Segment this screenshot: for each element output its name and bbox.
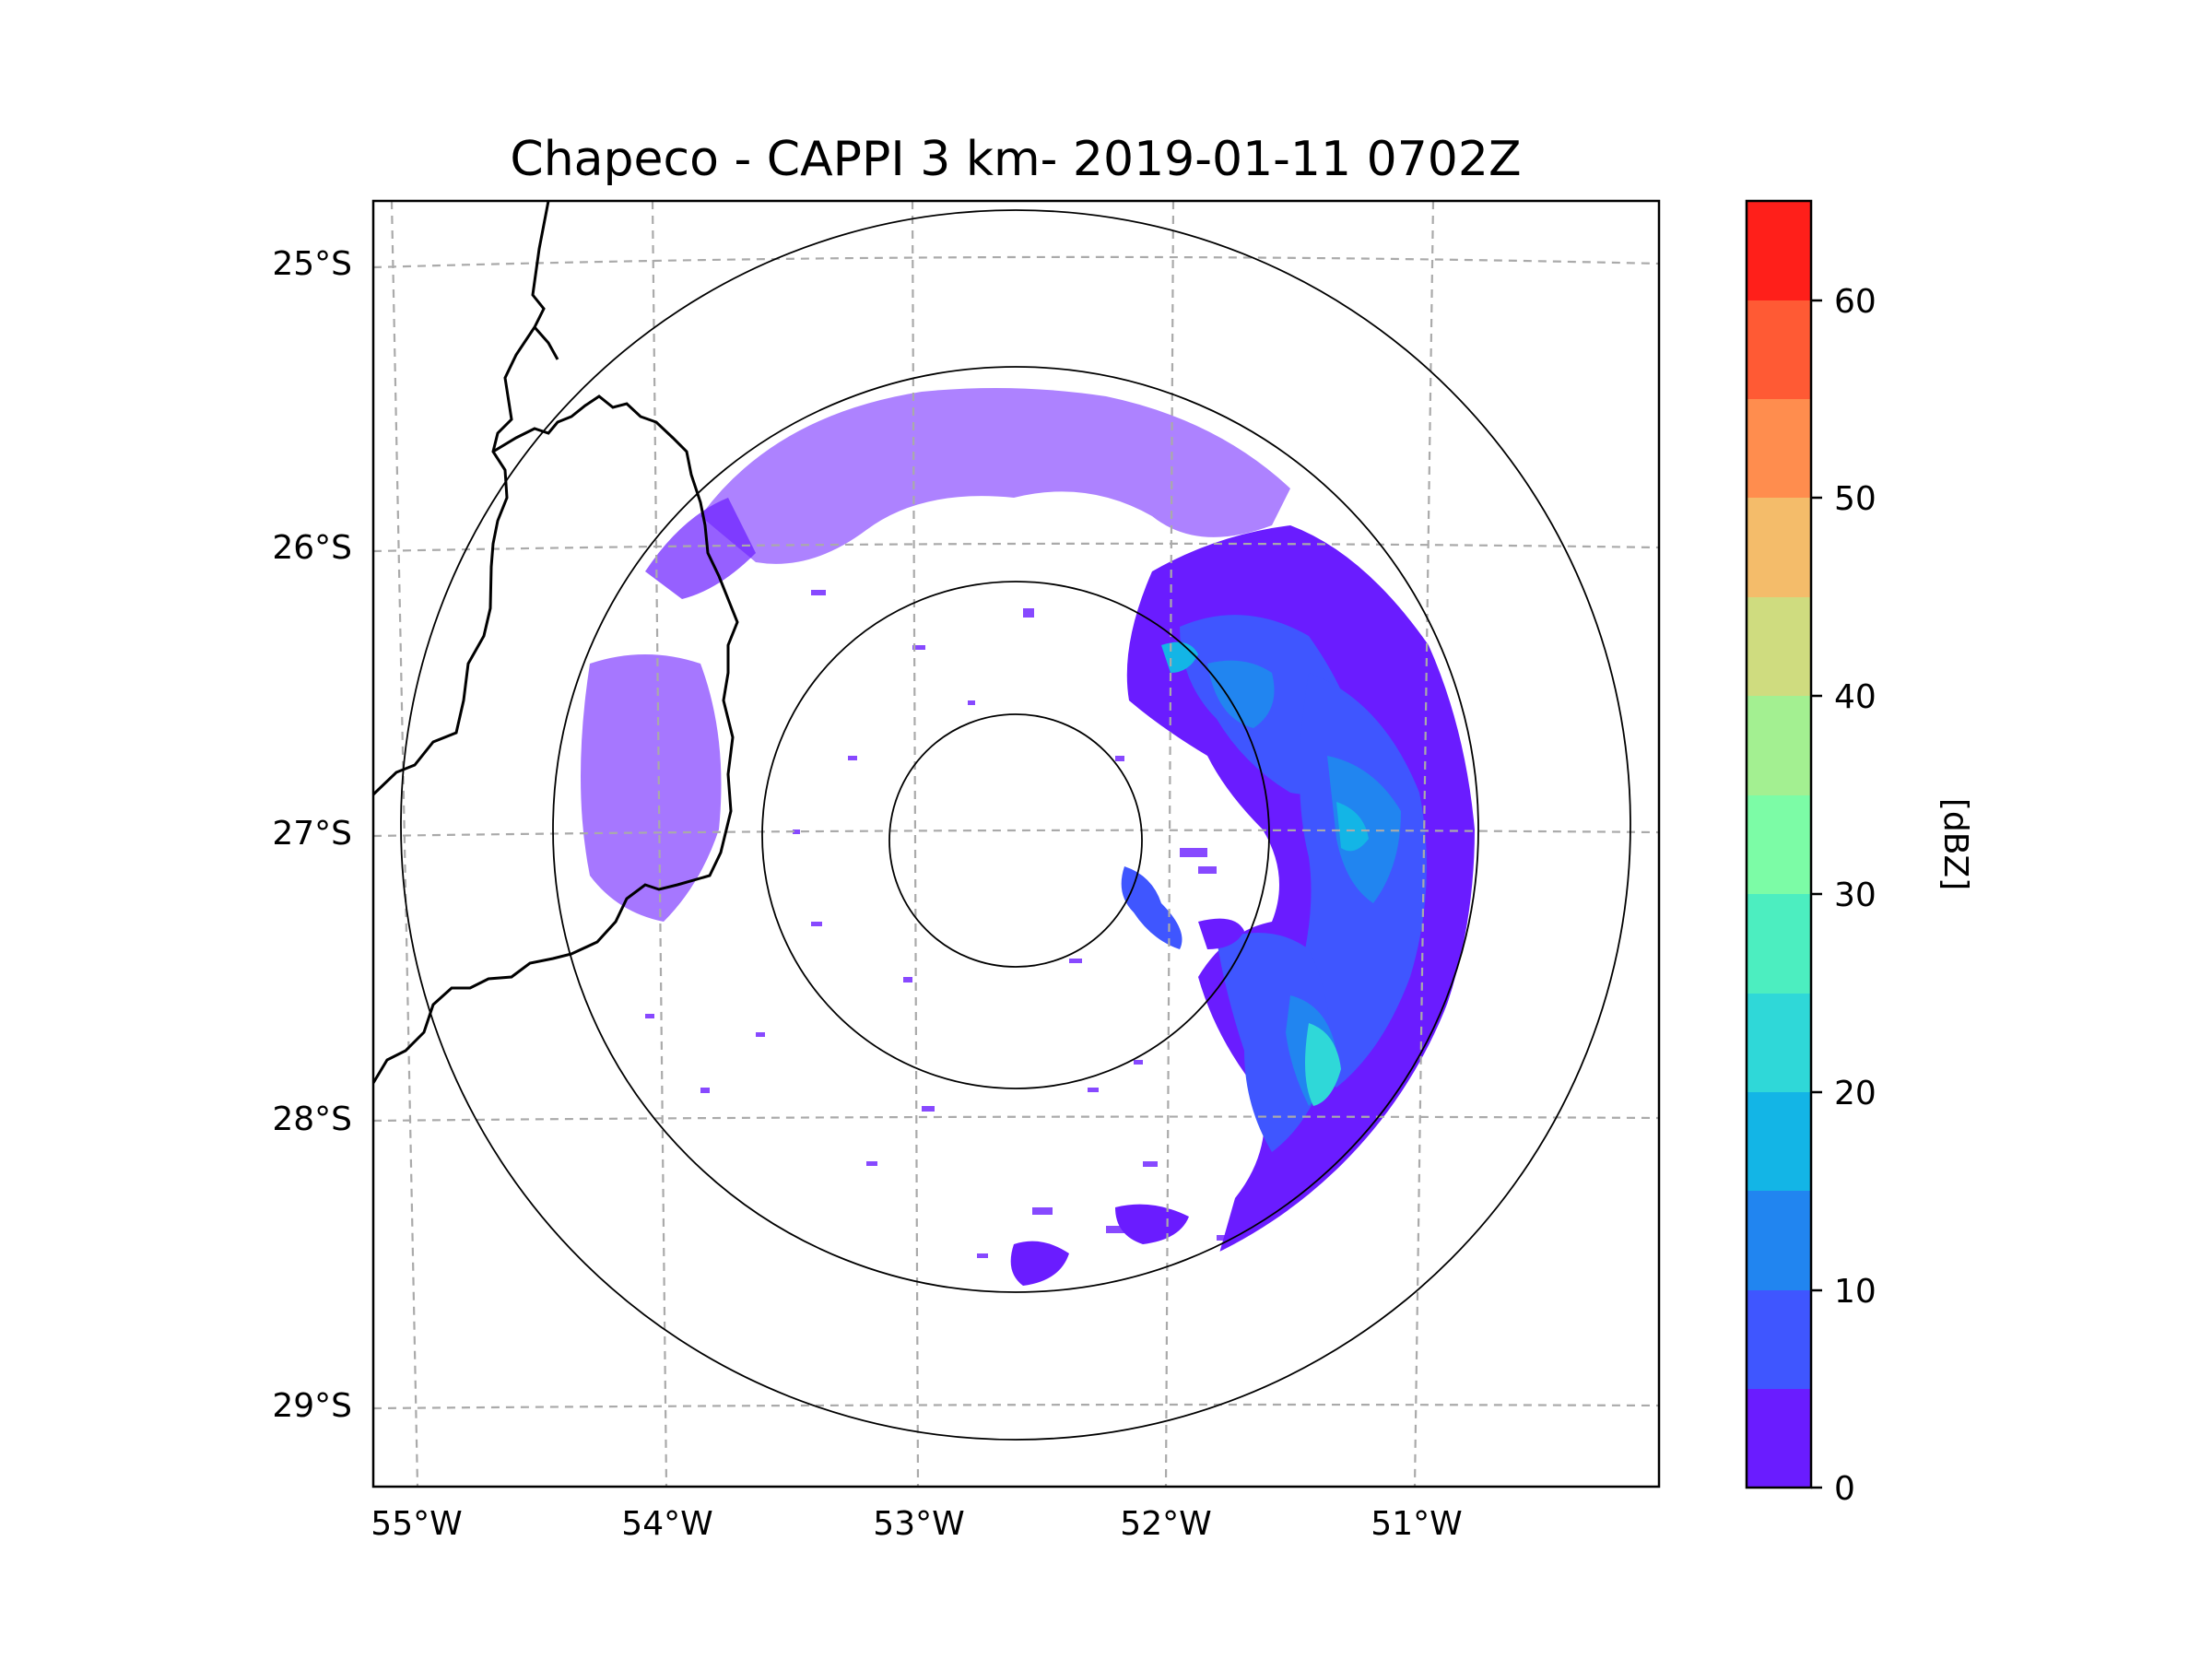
- colorbar-bin: [1747, 696, 1811, 795]
- lat-tick-label: 25°S: [272, 245, 352, 283]
- map-plot-area[interactable]: [373, 201, 1659, 1487]
- colorbar: 0 10 20 30 40 50 60 [dBZ]: [1745, 199, 1974, 1508]
- colorbar-bin: [1747, 399, 1811, 498]
- lon-tick-label: 52°W: [1120, 1505, 1211, 1543]
- colorbar-bin: [1747, 795, 1811, 894]
- lat-tick-labels: 25°S 26°S 27°S 28°S 29°S: [272, 245, 352, 1425]
- colorbar-bins: [1747, 201, 1811, 1488]
- state-boundaries: [373, 201, 739, 1084]
- colorbar-tick-label: 50: [1834, 480, 1877, 518]
- lon-tick-label: 51°W: [1371, 1505, 1462, 1543]
- graticule: [373, 201, 1659, 1487]
- map-title: Chapeco - CAPPI 3 km- 2019-01-11 0702Z: [510, 132, 1521, 187]
- range-rings: [400, 209, 1631, 1441]
- colorbar-frame: [1745, 199, 1813, 1489]
- colorbar-bin: [1747, 1389, 1811, 1488]
- radar-echoes: [581, 388, 1475, 1286]
- colorbar-bin: [1747, 201, 1811, 300]
- colorbar-tick-label: 0: [1834, 1470, 1855, 1508]
- colorbar-label: [dBZ]: [1936, 798, 1974, 890]
- map-frame: [371, 199, 1661, 1488]
- colorbar-tick-label: 20: [1834, 1075, 1877, 1112]
- colorbar-bin: [1747, 597, 1811, 696]
- colorbar-tick-label: 40: [1834, 678, 1877, 716]
- lat-tick-label: 26°S: [272, 529, 352, 567]
- lon-tick-label: 55°W: [371, 1505, 462, 1543]
- lat-tick-label: 29°S: [272, 1387, 352, 1425]
- colorbar-bin: [1747, 300, 1811, 399]
- lon-tick-label: 53°W: [873, 1505, 964, 1543]
- lon-tick-label: 54°W: [621, 1505, 712, 1543]
- colorbar-tick-label: 60: [1834, 283, 1877, 321]
- colorbar-tick-label: 30: [1834, 877, 1877, 914]
- colorbar-tick-label: 10: [1834, 1273, 1877, 1311]
- lon-tick-labels: 55°W 54°W 53°W 52°W 51°W: [371, 1505, 1462, 1543]
- colorbar-bin: [1747, 1290, 1811, 1389]
- lat-tick-label: 27°S: [272, 815, 352, 853]
- colorbar-bin: [1747, 894, 1811, 994]
- colorbar-bin: [1747, 498, 1811, 597]
- colorbar-bin: [1747, 994, 1811, 1092]
- colorbar-bin: [1747, 1092, 1811, 1191]
- echo-band-west: [581, 654, 722, 922]
- lat-tick-label: 28°S: [272, 1100, 352, 1138]
- colorbar-tick-labels: 0 10 20 30 40 50 60: [1834, 283, 1877, 1508]
- colorbar-bin: [1747, 1191, 1811, 1290]
- colorbar-ticks: [1811, 299, 1822, 1489]
- echo-band-north: [700, 388, 1290, 564]
